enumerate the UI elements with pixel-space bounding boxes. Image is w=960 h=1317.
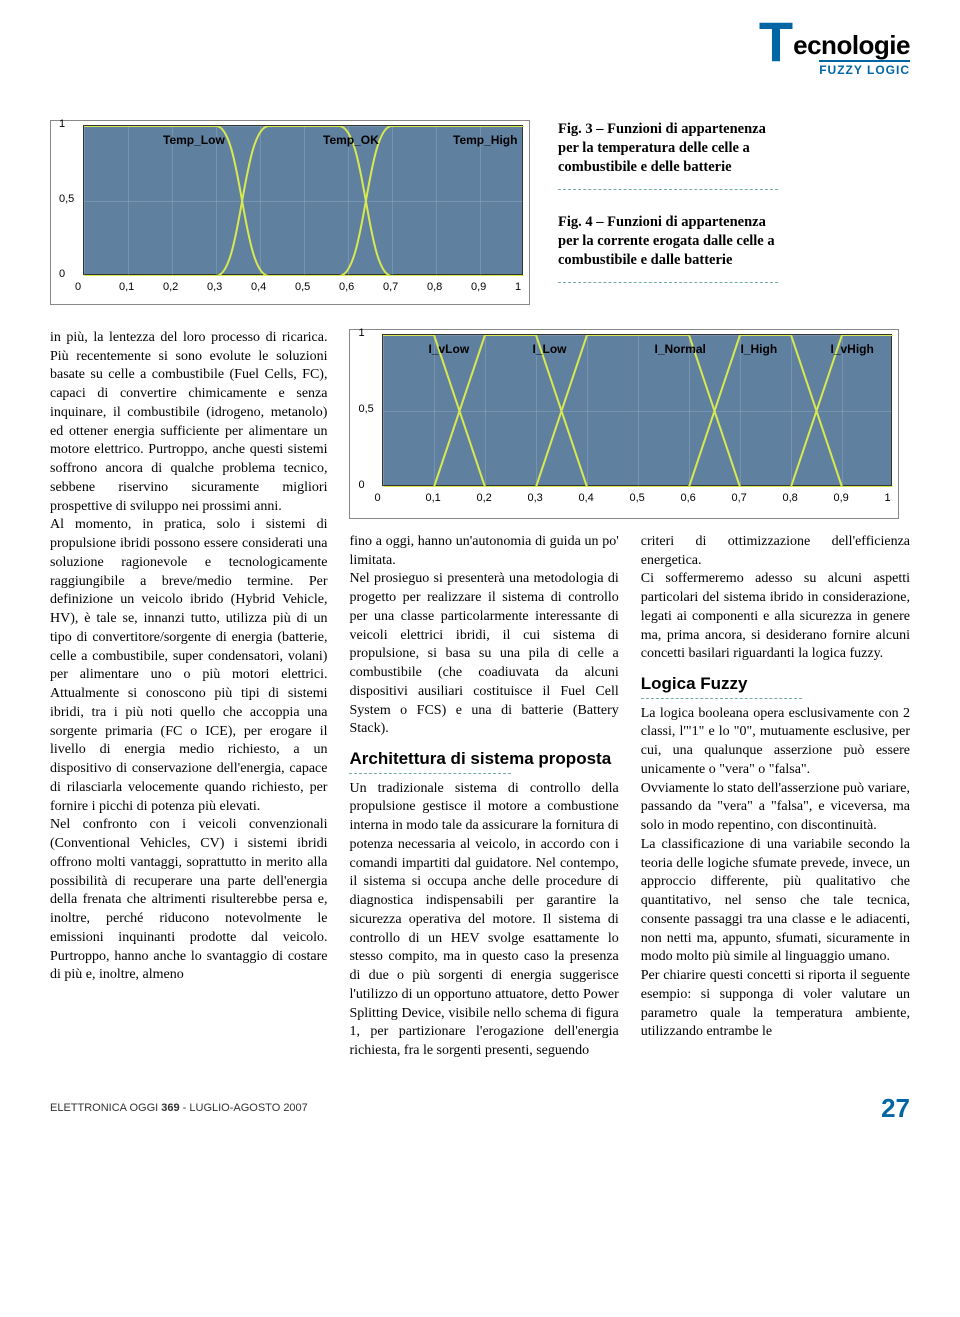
col2-text-b: Un tradizionale sistema di controllo del… (349, 780, 618, 1061)
caption-fig4: Fig. 4 – Funzioni di appartenenza per la… (558, 213, 778, 288)
caption-column: Fig. 3 – Funzioni di appartenenza per la… (558, 120, 778, 307)
chart-fig4-box: 00,10,20,30,40,50,60,70,80,9100,51I_vLow… (349, 329, 910, 519)
column-1: in più, la lentezza del loro processo di… (50, 329, 327, 1061)
col3-text-a: criteri di ottimizzazione dell'efficienz… (641, 533, 910, 664)
logo-subtitle: FUZZY LOGIC (819, 60, 910, 77)
section-head-logica-fuzzy: Logica Fuzzy (641, 674, 910, 694)
body-columns: in più, la lentezza del loro processo di… (50, 329, 910, 1061)
footer-info: ELETTRONICA OGGI 369 - LUGLIO-AGOSTO 200… (50, 1102, 308, 1114)
page-root: T ecnologie FUZZY LOGIC 00,10,20,30,40,5… (0, 0, 960, 1154)
caption-fig3: Fig. 3 – Funzioni di appartenenza per la… (558, 120, 778, 195)
top-row: 00,10,20,30,40,50,60,70,80,9100,51Temp_L… (50, 120, 910, 307)
chart-fig3: 00,10,20,30,40,50,60,70,80,9100,51Temp_L… (50, 120, 530, 305)
header-logo: T ecnologie FUZZY LOGIC (759, 20, 910, 79)
page-number: 27 (881, 1093, 910, 1124)
footer: ELETTRONICA OGGI 369 - LUGLIO-AGOSTO 200… (50, 1093, 910, 1124)
column-2: fino a oggi, hanno un'autonomia di guida… (349, 533, 618, 1061)
logo-word: ecnologie (793, 30, 910, 60)
column-3: criteri di ottimizzazione dell'efficienz… (641, 533, 910, 1061)
col1-text: in più, la lentezza del loro processo di… (50, 329, 327, 985)
col2-text-a: fino a oggi, hanno un'autonomia di guida… (349, 533, 618, 739)
col3-text-b: La logica booleana opera esclusivamente … (641, 705, 910, 1043)
section-head-architettura: Architettura di sistema proposta (349, 749, 618, 769)
chart-fig4: 00,10,20,30,40,50,60,70,80,9100,51I_vLow… (349, 329, 899, 519)
column-2-3-wrapper: 00,10,20,30,40,50,60,70,80,9100,51I_vLow… (349, 329, 910, 1061)
chart-fig3-box: 00,10,20,30,40,50,60,70,80,9100,51Temp_L… (50, 120, 530, 307)
logo-letter: T (759, 20, 793, 65)
